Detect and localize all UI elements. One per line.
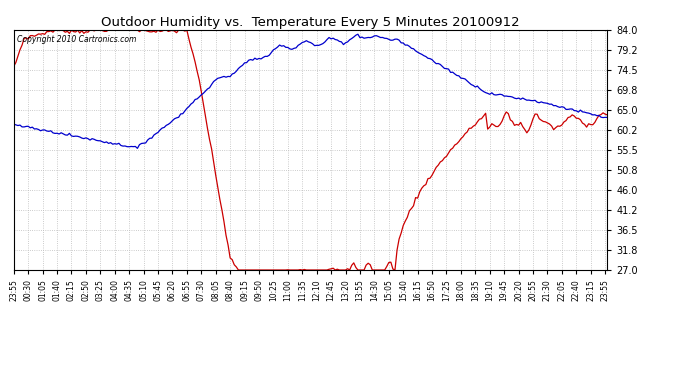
Title: Outdoor Humidity vs.  Temperature Every 5 Minutes 20100912: Outdoor Humidity vs. Temperature Every 5…	[101, 16, 520, 29]
Text: Copyright 2010 Cartronics.com: Copyright 2010 Cartronics.com	[17, 35, 136, 44]
